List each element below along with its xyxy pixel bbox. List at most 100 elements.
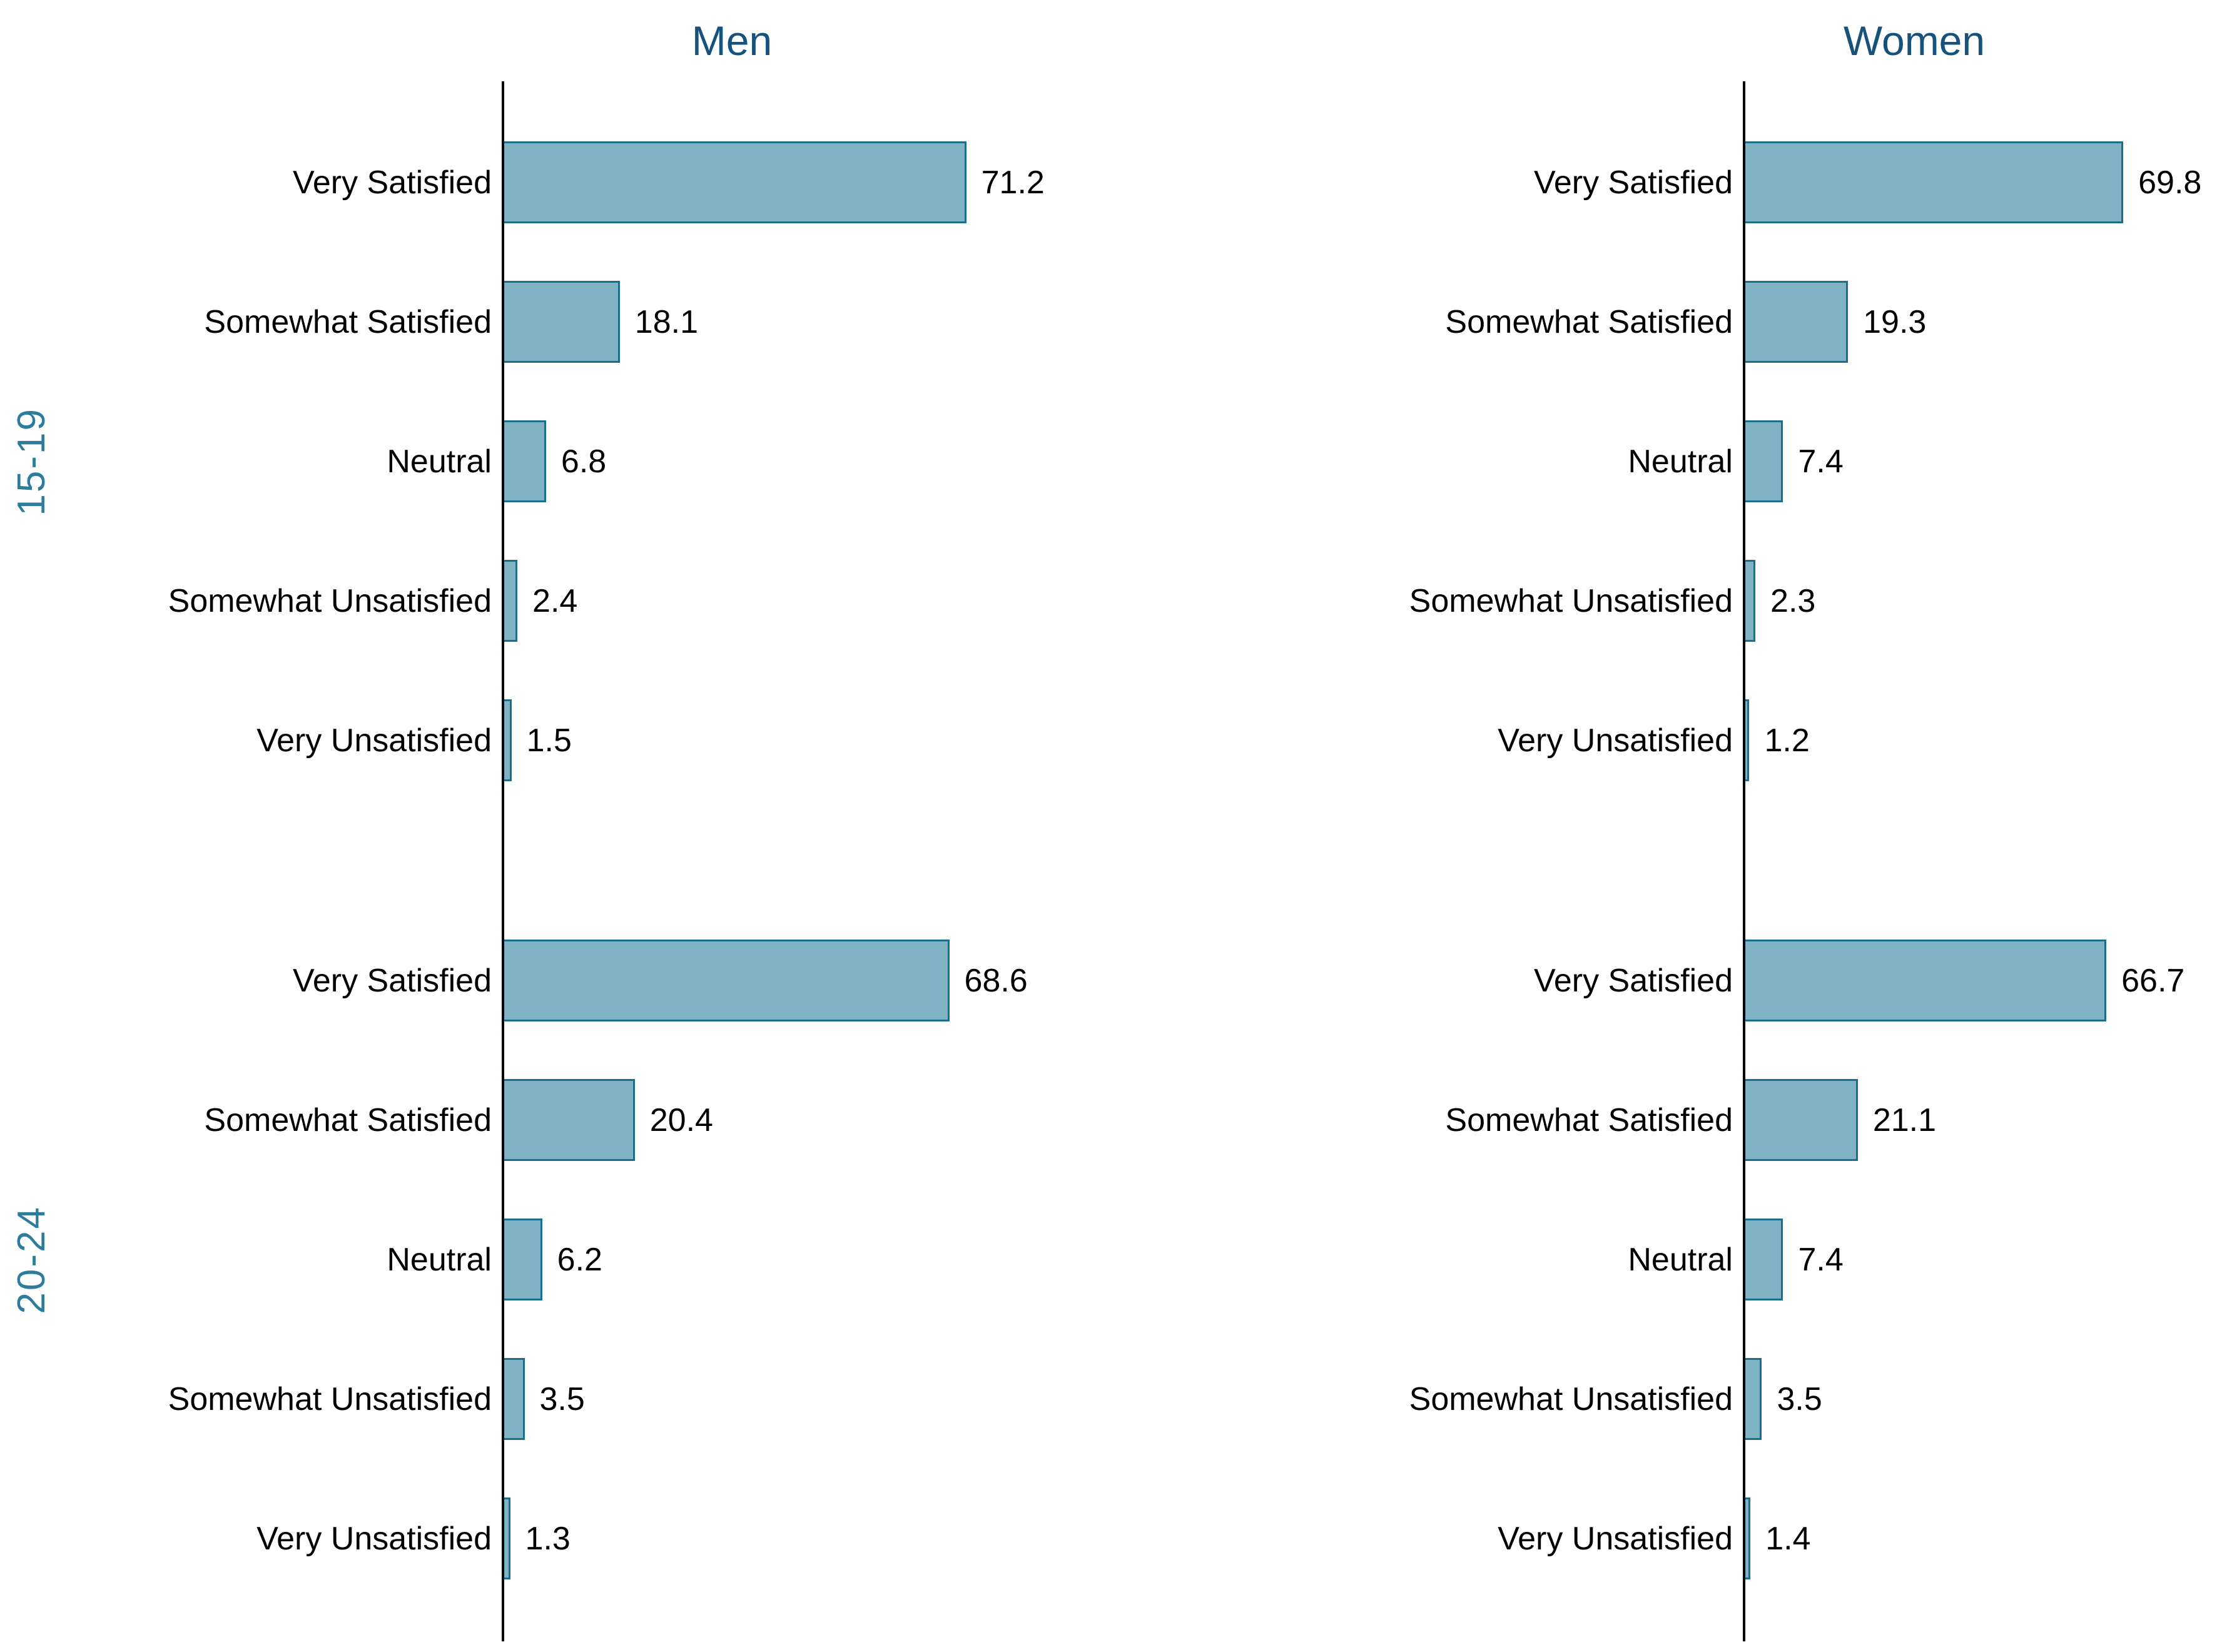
category-label: Very Satisfied bbox=[1534, 164, 1733, 201]
plot-area: 68.6 bbox=[502, 911, 1108, 1050]
bar-row: Somewhat Unsatisfied 2.4 bbox=[0, 531, 1108, 671]
bar-row: Very Satisfied 68.6 bbox=[0, 911, 1108, 1050]
plot-area: 1.4 bbox=[1743, 1469, 2217, 1608]
bar-row: Very Unsatisfied 1.5 bbox=[0, 671, 1108, 810]
bar-row: Somewhat Satisfied 18.1 bbox=[0, 252, 1108, 392]
category-label: Very Satisfied bbox=[293, 962, 492, 999]
value-label: 2.3 bbox=[1770, 582, 1816, 619]
bar-row: Somewhat Unsatisfied 3.5 bbox=[0, 1329, 1108, 1469]
facet-row-label-20-24: 20-24 bbox=[3, 911, 60, 1608]
category-label: Somewhat Satisfied bbox=[204, 303, 492, 340]
bar bbox=[502, 940, 950, 1021]
bar-row: Somewhat Unsatisfied 2.3 bbox=[1108, 531, 2217, 671]
category-label: Neutral bbox=[387, 443, 492, 480]
category-label: Somewhat Satisfied bbox=[204, 1102, 492, 1138]
category-label: Somewhat Unsatisfied bbox=[1409, 1381, 1733, 1417]
panel-title-women: Women bbox=[1743, 0, 2217, 81]
value-label: 1.2 bbox=[1764, 722, 1810, 759]
category-label: Somewhat Satisfied bbox=[1445, 1102, 1733, 1138]
value-label: 71.2 bbox=[981, 164, 1045, 201]
plot-area: 71.2 bbox=[502, 113, 1108, 252]
panel-body-men: Very Satisfied 71.2 Somewhat Satisfied 18.1… bbox=[0, 81, 1108, 1641]
bar-row: Neutral 7.4 bbox=[1108, 392, 2217, 531]
plot-area: 6.2 bbox=[502, 1190, 1108, 1329]
bar-row: Very Unsatisfied 1.4 bbox=[1108, 1469, 2217, 1608]
value-label: 69.8 bbox=[2138, 164, 2202, 201]
panel-women: Women Very Satisfied 69.8 Somewhat Satisfi… bbox=[1108, 0, 2217, 1652]
category-label: Somewhat Satisfied bbox=[1445, 303, 1733, 340]
plot-area: 7.4 bbox=[1743, 1190, 2217, 1329]
y-axis-line bbox=[502, 81, 504, 1641]
bar bbox=[1743, 940, 2107, 1021]
plot-area: 20.4 bbox=[502, 1050, 1108, 1190]
plot-area: 2.4 bbox=[502, 531, 1108, 671]
bar bbox=[1743, 1079, 1858, 1161]
bar bbox=[1743, 281, 1849, 363]
plot-area: 3.5 bbox=[1743, 1329, 2217, 1469]
bar bbox=[1743, 141, 2124, 223]
value-label: 7.4 bbox=[1798, 443, 1844, 480]
facet-row-gap bbox=[1108, 810, 2217, 911]
value-label: 19.3 bbox=[1863, 303, 1927, 340]
category-label: Very Unsatisfied bbox=[256, 722, 492, 759]
plot-area: 66.7 bbox=[1743, 911, 2217, 1050]
category-label: Somewhat Unsatisfied bbox=[168, 582, 492, 619]
bar-rows: Very Satisfied 71.2 Somewhat Satisfied 18.1… bbox=[0, 81, 1108, 1608]
facet-row-label-text: 20-24 bbox=[9, 1205, 53, 1314]
plot-area: 69.8 bbox=[1743, 113, 2217, 252]
plot-area: 1.2 bbox=[1743, 671, 2217, 810]
facet-row-gap bbox=[0, 810, 1108, 911]
category-label: Somewhat Unsatisfied bbox=[168, 1381, 492, 1417]
value-label: 1.3 bbox=[525, 1520, 571, 1557]
plot-area: 7.4 bbox=[1743, 392, 2217, 531]
panel-men: Men Very Satisfied 71.2 Somewhat Satisfied… bbox=[0, 0, 1108, 1652]
value-label: 20.4 bbox=[649, 1102, 713, 1138]
value-label: 66.7 bbox=[2121, 962, 2185, 999]
bar bbox=[502, 1079, 635, 1161]
value-label: 18.1 bbox=[634, 303, 698, 340]
category-label: Neutral bbox=[1628, 1241, 1733, 1278]
bar-row: Very Satisfied 66.7 bbox=[1108, 911, 2217, 1050]
category-label: Very Unsatisfied bbox=[256, 1520, 492, 1557]
plot-area: 6.8 bbox=[502, 392, 1108, 531]
plot-area: 3.5 bbox=[502, 1329, 1108, 1469]
value-label: 3.5 bbox=[1777, 1381, 1822, 1417]
bar-row: Neutral 6.8 bbox=[0, 392, 1108, 531]
category-label: Somewhat Unsatisfied bbox=[1409, 582, 1733, 619]
plot-area: 1.3 bbox=[502, 1469, 1108, 1608]
value-label: 21.1 bbox=[1872, 1102, 1937, 1138]
bar-row: Neutral 7.4 bbox=[1108, 1190, 2217, 1329]
plot-area: 2.3 bbox=[1743, 531, 2217, 671]
category-label: Very Satisfied bbox=[293, 164, 492, 201]
plot-area: 1.5 bbox=[502, 671, 1108, 810]
bar-row: Neutral 6.2 bbox=[0, 1190, 1108, 1329]
category-label: Neutral bbox=[387, 1241, 492, 1278]
facet-row-label-text: 15-19 bbox=[9, 407, 53, 516]
bar-row: Very Unsatisfied 1.2 bbox=[1108, 671, 2217, 810]
value-label: 7.4 bbox=[1798, 1241, 1844, 1278]
category-label: Very Unsatisfied bbox=[1498, 1520, 1733, 1557]
bar bbox=[1743, 1219, 1783, 1300]
bar-row: Somewhat Unsatisfied 3.5 bbox=[1108, 1329, 2217, 1469]
category-label: Very Unsatisfied bbox=[1498, 722, 1733, 759]
bar bbox=[502, 141, 966, 223]
panel-body-women: Very Satisfied 69.8 Somewhat Satisfied 19.3… bbox=[1108, 81, 2217, 1641]
bar-row: Somewhat Satisfied 19.3 bbox=[1108, 252, 2217, 392]
value-label: 2.4 bbox=[532, 582, 578, 619]
bar-row: Very Satisfied 69.8 bbox=[1108, 113, 2217, 252]
facet-row-label-15-19: 15-19 bbox=[3, 113, 60, 810]
y-axis-line bbox=[1743, 81, 1745, 1641]
value-label: 1.5 bbox=[526, 722, 572, 759]
bar-row: Very Satisfied 71.2 bbox=[0, 113, 1108, 252]
bar bbox=[502, 1358, 525, 1440]
panel-title-text: Men bbox=[691, 18, 773, 64]
bar bbox=[1743, 1358, 1762, 1440]
bar bbox=[1743, 420, 1783, 502]
bar-row: Somewhat Satisfied 20.4 bbox=[0, 1050, 1108, 1190]
bar-row: Very Unsatisfied 1.3 bbox=[0, 1469, 1108, 1608]
bar-rows: Very Satisfied 69.8 Somewhat Satisfied 19.3… bbox=[1108, 81, 2217, 1608]
plot-area: 19.3 bbox=[1743, 252, 2217, 392]
value-label: 6.2 bbox=[557, 1241, 602, 1278]
value-label: 1.4 bbox=[1765, 1520, 1811, 1557]
